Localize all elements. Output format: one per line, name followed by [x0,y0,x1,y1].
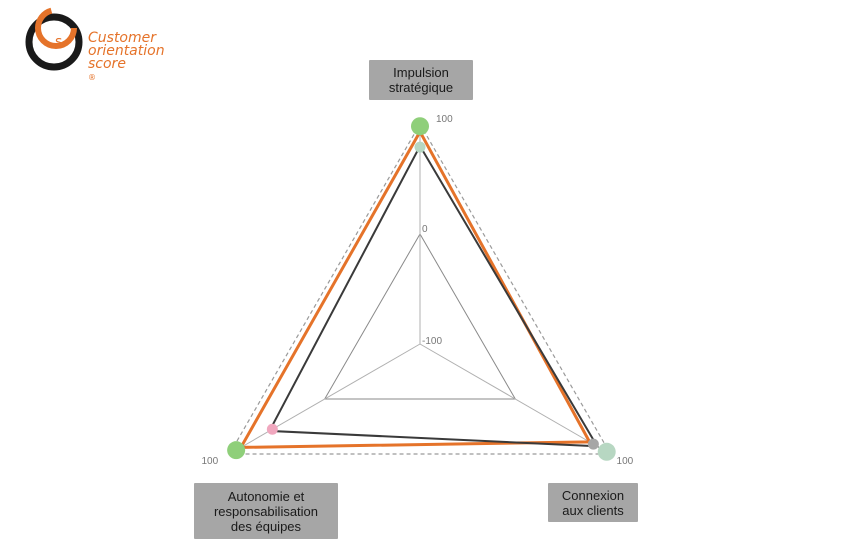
grid-spoke-right [419,343,611,455]
axis-label-impulsion-text: Impulsion stratégique [388,65,454,95]
logo-text: Customer orientation score ® [88,30,165,89]
axis-label-connexion: Connexion aux clients [548,483,638,522]
grid-spoke-left [229,343,421,455]
logo-line-3-text: score [88,56,126,72]
logo-line-1: Customer [88,30,157,46]
tick-top-max: 100 [436,114,453,125]
logo: s Customer orientation score ® [18,4,188,82]
marker-left-5 [266,423,278,435]
logo-orange-ring [35,7,77,49]
marker-right-3 [587,438,599,450]
axis-label-autonomie: Autonomie et responsabilisation des équipe… [194,483,338,539]
grid-mid-triangle [323,233,517,400]
tick-left-max: 100 [201,456,218,467]
logo-line-3: score ® [88,56,165,89]
tick-min: -100 [422,336,442,347]
tick-mid: 0 [422,224,428,235]
axis-label-impulsion: Impulsion stratégique [369,60,473,100]
grid-outer-dashed [228,122,612,455]
series-line-1 [267,143,600,448]
marker-left-4 [227,441,246,460]
series-line-0 [238,128,593,449]
logo-mark: s [25,7,83,71]
marker-top-0 [411,117,429,136]
axis-label-connexion-text: Connexion aux clients [561,487,625,518]
logo-black-ring [25,13,83,71]
marker-right-2 [597,442,616,461]
marker-top-1 [414,141,426,153]
tick-right-max: 100 [617,456,634,467]
logo-s-glyph: s [55,34,62,50]
logo-registered: ® [88,73,96,82]
logo-line-2: orientation [88,43,165,59]
axis-label-autonomie-text: Autonomie et responsabilisation des équipe… [213,488,319,534]
